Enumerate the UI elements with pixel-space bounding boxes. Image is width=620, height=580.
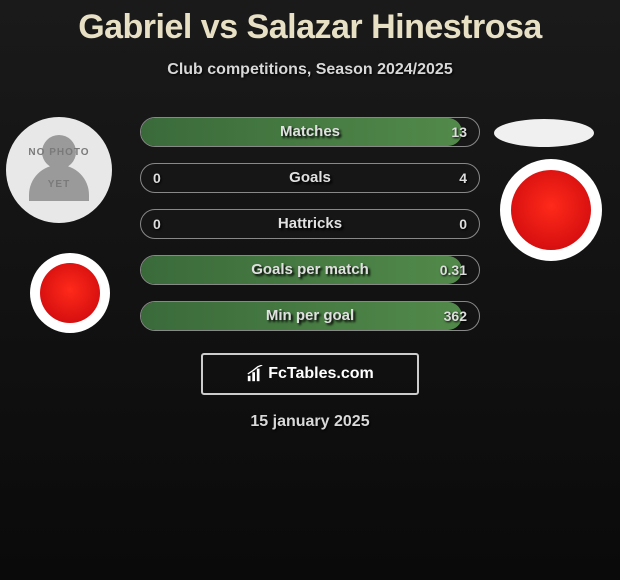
brand-text: FcTables.com	[268, 365, 374, 383]
brand-badge: FcTables.com	[201, 353, 419, 395]
stat-right-value: 0.31	[440, 256, 467, 284]
player-right-avatar	[494, 119, 594, 147]
crest-icon	[40, 263, 100, 323]
player-right-club-crest	[500, 159, 602, 261]
stat-label: Matches	[141, 118, 479, 146]
stat-rows: Matches130Goals40Hattricks0Goals per mat…	[140, 117, 480, 347]
stat-label: Hattricks	[141, 210, 479, 238]
snapshot-date: 15 january 2025	[0, 413, 620, 431]
stat-right-value: 13	[451, 118, 467, 146]
player-left-avatar: NO PHOTO YET	[6, 117, 112, 223]
stat-right-value: 362	[444, 302, 467, 330]
crest-icon	[511, 170, 591, 250]
subtitle: Club competitions, Season 2024/2025	[0, 61, 620, 79]
stat-label: Goals per match	[141, 256, 479, 284]
stat-row: Matches13	[140, 117, 480, 147]
stat-right-value: 4	[459, 164, 467, 192]
no-photo-label-1: NO PHOTO	[6, 147, 112, 158]
stat-row: 0Hattricks0	[140, 209, 480, 239]
player-left-club-crest	[30, 253, 110, 333]
silhouette-icon	[29, 135, 89, 205]
stat-label: Goals	[141, 164, 479, 192]
chart-icon	[246, 365, 264, 383]
page-title: Gabriel vs Salazar Hinestrosa	[0, 0, 620, 47]
stat-row: Goals per match0.31	[140, 255, 480, 285]
no-photo-label-2: YET	[6, 179, 112, 190]
stat-row: Min per goal362	[140, 301, 480, 331]
stat-row: 0Goals4	[140, 163, 480, 193]
stat-right-value: 0	[459, 210, 467, 238]
stat-label: Min per goal	[141, 302, 479, 330]
comparison-panel: NO PHOTO YET Matches130Goals40Hattricks0…	[0, 113, 620, 333]
